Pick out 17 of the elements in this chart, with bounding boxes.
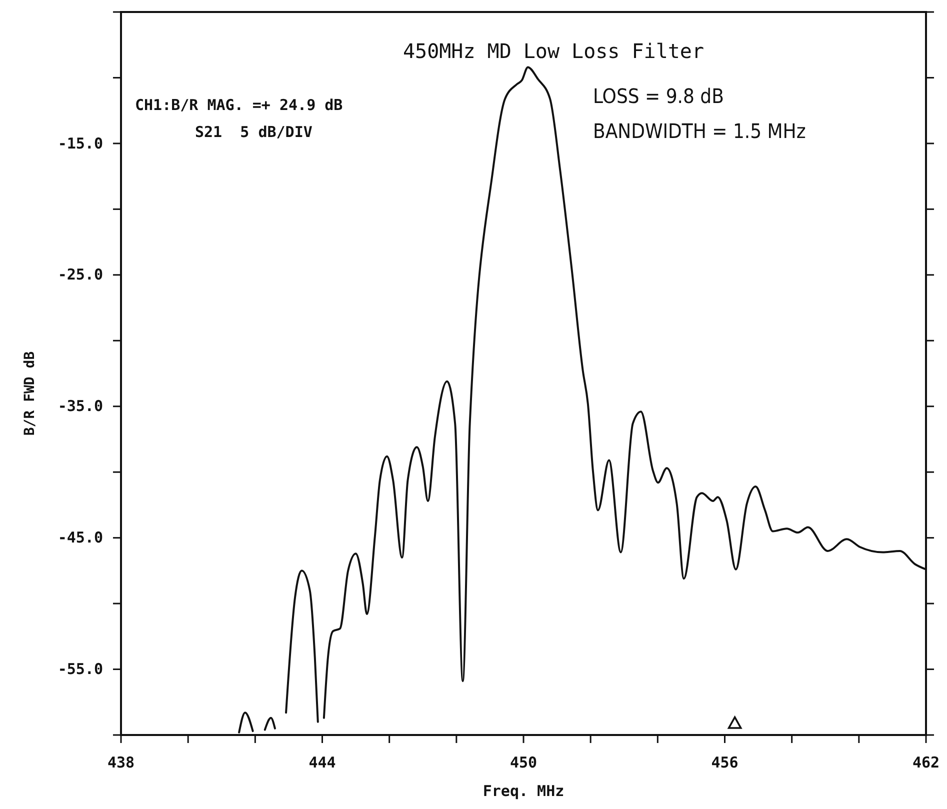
x-tick-label: 456 (711, 754, 738, 772)
annotation: LOSS = 9.8 dB (593, 84, 724, 108)
annotation: BANDWIDTH = 1.5 MHz (593, 119, 806, 143)
x-tick-label: 462 (912, 754, 940, 772)
x-axis-title: Freq. MHz (482, 782, 564, 800)
text: 450MHz MD Low Loss Filter (402, 39, 704, 63)
y-tick-label: -15.0 (58, 134, 103, 152)
x-tick-label: 438 (107, 754, 135, 772)
y-axis-title: B/R FWD dB (22, 351, 38, 436)
annotation: S21 5 dB/DIV (195, 123, 312, 141)
x-tick-label: 444 (308, 754, 336, 772)
annotation: CH1:B/R MAG. =+ 24.9 dB (135, 96, 343, 114)
x-tick-label: 450 (510, 754, 538, 772)
y-tick-label: -35.0 (58, 397, 103, 416)
y-tick-label: -25.0 (58, 266, 103, 284)
y-tick-label: -55.0 (58, 660, 103, 678)
y-tick-label: -45.0 (58, 528, 103, 547)
